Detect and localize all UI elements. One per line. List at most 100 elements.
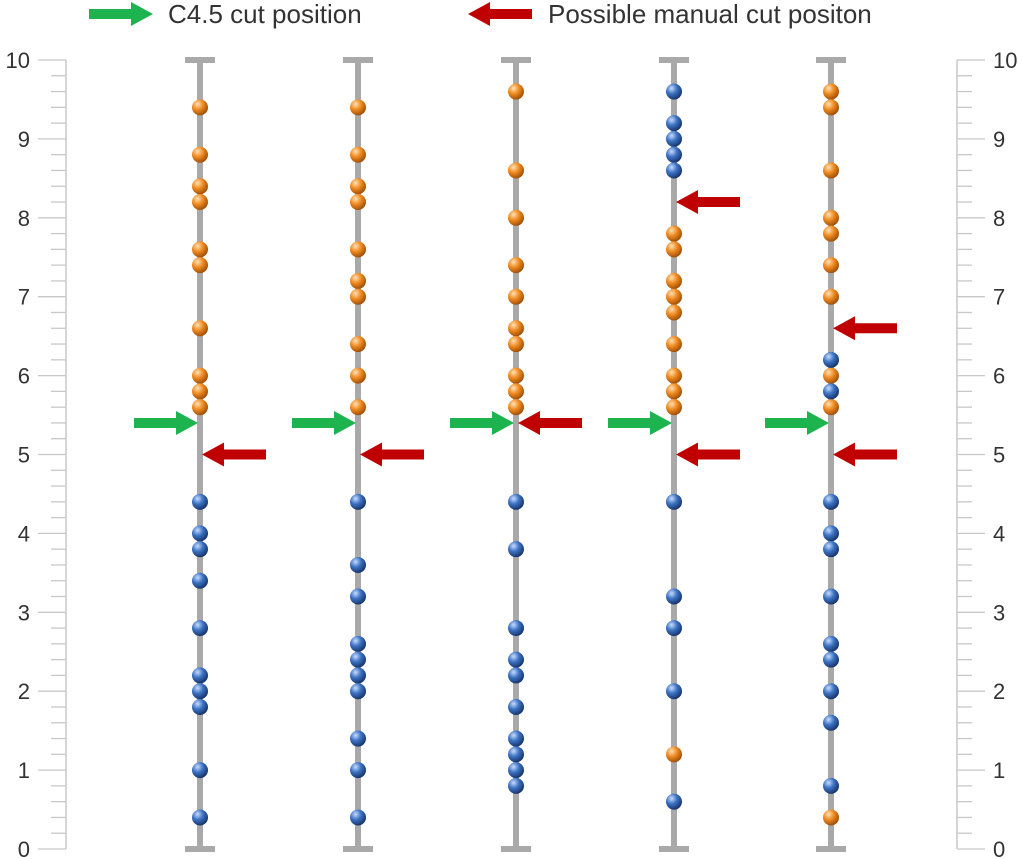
tick-label: 1 <box>18 758 30 783</box>
tick-label: 5 <box>18 443 30 468</box>
blue-point <box>350 683 366 700</box>
manual-cut-arrow <box>360 442 424 467</box>
tick-label: 4 <box>18 521 30 546</box>
blue-point <box>350 556 366 573</box>
blue-point <box>823 525 839 542</box>
manual-cut-arrow <box>518 410 582 435</box>
legend-label-c45: C4.5 cut position <box>168 0 362 29</box>
blue-point <box>192 572 208 589</box>
column-4 <box>608 57 740 852</box>
orange-point <box>823 209 839 226</box>
blue-point <box>192 620 208 637</box>
orange-point <box>192 194 208 211</box>
orange-point <box>666 272 682 289</box>
tick-label: 9 <box>18 127 30 152</box>
blue-point <box>823 651 839 668</box>
blue-point <box>823 588 839 605</box>
orange-point <box>823 288 839 305</box>
right-arrow-icon <box>89 2 153 26</box>
tick-label: 6 <box>993 364 1005 389</box>
blue-point <box>666 493 682 510</box>
orange-point <box>192 241 208 258</box>
columns <box>134 57 897 852</box>
orange-point <box>508 257 524 274</box>
tick-label: 3 <box>993 600 1005 625</box>
blue-point <box>350 762 366 779</box>
blue-point <box>192 541 208 558</box>
legend-entry-c45: C4.5 cut position <box>89 0 362 29</box>
orange-point <box>823 162 839 179</box>
orange-point <box>350 336 366 353</box>
tick-label: 2 <box>993 679 1005 704</box>
orange-point <box>666 383 682 400</box>
blue-point <box>823 541 839 558</box>
orange-point <box>508 399 524 416</box>
blue-point <box>350 651 366 668</box>
blue-point <box>666 83 682 100</box>
orange-point <box>192 257 208 274</box>
blue-point <box>508 698 524 715</box>
orange-point <box>508 288 524 305</box>
legend: C4.5 cut position Possible manual cut po… <box>89 0 872 29</box>
blue-point <box>666 793 682 810</box>
blue-point <box>823 635 839 652</box>
orange-point <box>666 399 682 416</box>
blue-point <box>508 541 524 558</box>
orange-point <box>192 320 208 337</box>
orange-point <box>350 272 366 289</box>
blue-point <box>508 667 524 684</box>
blue-point <box>192 683 208 700</box>
orange-point <box>823 225 839 242</box>
blue-point <box>508 493 524 510</box>
manual-cut-arrow <box>676 442 740 467</box>
blue-point <box>823 383 839 400</box>
blue-point <box>192 809 208 826</box>
blue-point <box>192 525 208 542</box>
orange-point <box>350 99 366 116</box>
y-axis-left: 0 1 2 3 4 5 6 7 8 9 10 <box>6 48 67 859</box>
tick-label: 1 <box>993 758 1005 783</box>
tick-label: 3 <box>18 600 30 625</box>
blue-point <box>823 683 839 700</box>
orange-point <box>508 83 524 100</box>
orange-point <box>823 399 839 416</box>
blue-point <box>508 730 524 747</box>
c45-cut-arrow <box>765 410 829 435</box>
c45-cut-arrow <box>608 410 672 435</box>
orange-point <box>666 288 682 305</box>
orange-point <box>192 367 208 384</box>
orange-point <box>350 288 366 305</box>
orange-point <box>666 241 682 258</box>
blue-point <box>666 146 682 163</box>
blue-point <box>192 667 208 684</box>
tick-label: 6 <box>18 364 30 389</box>
blue-point <box>823 777 839 794</box>
manual-cut-arrow <box>676 190 740 215</box>
blue-point <box>192 698 208 715</box>
orange-point <box>350 194 366 211</box>
blue-point <box>666 683 682 700</box>
orange-point <box>508 320 524 337</box>
left-arrow-icon <box>468 2 532 26</box>
orange-point <box>823 809 839 826</box>
orange-point <box>192 146 208 163</box>
blue-point <box>350 588 366 605</box>
blue-point <box>823 714 839 731</box>
manual-cut-arrow <box>833 316 897 341</box>
blue-point <box>823 351 839 368</box>
orange-point <box>666 304 682 321</box>
orange-point <box>192 99 208 116</box>
legend-label-manual: Possible manual cut positon <box>548 0 872 29</box>
blue-point <box>192 493 208 510</box>
orange-point <box>350 146 366 163</box>
blue-point <box>666 130 682 147</box>
orange-point <box>508 162 524 179</box>
tick-label: 8 <box>993 206 1005 231</box>
tick-label: 0 <box>18 837 30 859</box>
orange-point <box>666 367 682 384</box>
column-3 <box>450 57 582 852</box>
blue-point <box>508 777 524 794</box>
orange-point <box>508 367 524 384</box>
tick-label: 7 <box>993 285 1005 310</box>
